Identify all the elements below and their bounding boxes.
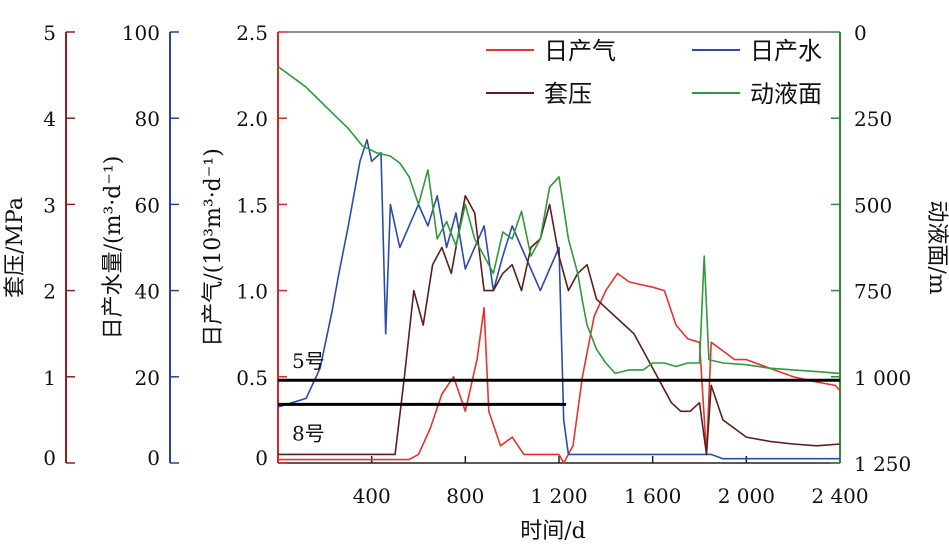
y-tick-label-water: 80 [135, 107, 160, 131]
legend-label: 日产水 [750, 37, 822, 65]
y-tick-label-casing: 2 [43, 280, 56, 304]
reference-line-label: 8号 [292, 421, 325, 445]
y-tick-label-water: 40 [135, 280, 160, 304]
y-tick-label-water: 60 [135, 193, 160, 217]
legend-label: 日产气 [544, 37, 616, 65]
axes-layer: 400 800 1 200 1 600 2 000 2 400时间/d012345套压/M… [3, 21, 949, 544]
legend-label: 动液面 [750, 80, 822, 108]
y-tick-label-gas: 2.0 [236, 107, 268, 131]
y-tick-label-water: 20 [135, 366, 160, 390]
y-tick-label-gas: 1.5 [236, 193, 268, 217]
x-tick-label: 2 400 [811, 484, 868, 508]
y-tick-label-gas: 0 [255, 446, 268, 470]
y-tick-label-level: 0 [854, 21, 867, 45]
y-tick-label-gas: 1.0 [236, 280, 268, 304]
y-tick-label-casing: 4 [43, 107, 56, 131]
y-tick-label-level: 500 [854, 193, 892, 217]
y-tick-label-gas: 2.5 [236, 21, 268, 45]
y-tick-label-water: 100 [122, 21, 160, 45]
x-axis-title: 时间/d [520, 519, 586, 544]
legend-label: 套压 [544, 80, 592, 108]
x-tick-label: 1 200 [530, 484, 587, 508]
y-tick-label-casing: 1 [43, 366, 56, 390]
y-tick-label-level: 1 250 [854, 452, 911, 476]
reference-line-label: 5号 [292, 349, 325, 373]
y-tick-label-casing: 3 [43, 193, 56, 217]
y-axis-title-level: 动液面/m [924, 200, 949, 294]
y-tick-label-water: 0 [147, 446, 160, 470]
reference-lines-layer: 5号 8号 [278, 349, 840, 445]
x-tick-label: 2 000 [718, 484, 775, 508]
x-tick-label: 800 [446, 484, 484, 508]
y-axis-title-water: 日产水量/(m³·d⁻¹) [101, 156, 126, 340]
x-tick-label: 1 600 [624, 484, 681, 508]
series-line-level [277, 65, 841, 375]
y-axis-title-casing: 套压/MPa [3, 197, 28, 298]
series-layer [277, 65, 841, 464]
y-tick-label-level: 1 000 [854, 366, 911, 390]
y-tick-label-casing: 5 [43, 21, 56, 45]
y-axis-title-gas: 日产气/(10³m³·d⁻¹) [201, 148, 226, 347]
y-tick-label-level: 750 [854, 280, 892, 304]
series-line-water [277, 139, 840, 460]
y-tick-label-gas: 0.5 [236, 366, 268, 390]
y-tick-label-level: 250 [854, 107, 892, 131]
x-tick-label: 400 [353, 484, 391, 508]
series-line-gas [278, 272, 841, 464]
y-tick-label-casing: 0 [43, 446, 56, 470]
series-line-casing [278, 195, 841, 456]
